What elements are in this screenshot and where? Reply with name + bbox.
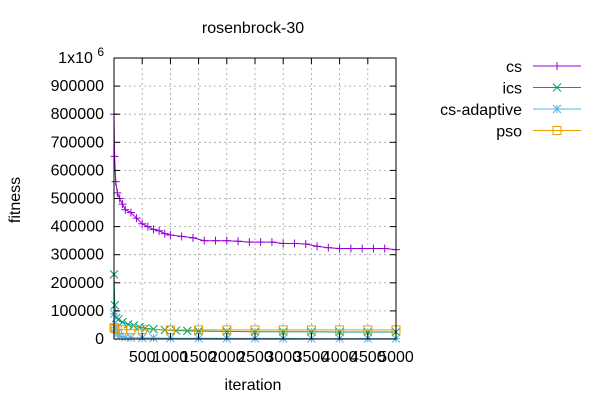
legend-item-cs: cs bbox=[506, 59, 581, 76]
data-point-cs bbox=[149, 225, 158, 234]
data-point-cs bbox=[160, 229, 169, 238]
y-axis-label: fitness bbox=[7, 177, 24, 223]
data-point-ics bbox=[114, 314, 123, 324]
data-point-ics bbox=[110, 300, 120, 310]
legend-label: cs-adaptive bbox=[440, 102, 522, 119]
x-tick-label: 4500 bbox=[350, 349, 386, 366]
y-top-base: 1x10 bbox=[58, 50, 97, 67]
x-tick-label: 5000 bbox=[378, 349, 414, 366]
data-point-pso bbox=[126, 325, 136, 335]
data-point-cs bbox=[222, 236, 231, 245]
data-point-cs bbox=[155, 226, 164, 235]
legend-marker bbox=[552, 104, 562, 114]
data-point-cs bbox=[211, 236, 220, 245]
data-point-cs bbox=[369, 244, 378, 253]
data-point-cs bbox=[290, 239, 299, 248]
chart-title: rosenbrock-30 bbox=[202, 20, 304, 37]
data-point-cs-adaptive bbox=[126, 333, 136, 342]
x-tick-label: 4000 bbox=[322, 349, 358, 366]
data-point-cs bbox=[200, 236, 209, 245]
data-point-cs bbox=[143, 222, 152, 231]
y-tick-label-top: 1x10 6 bbox=[58, 45, 104, 67]
legend-marker bbox=[552, 126, 562, 135]
x-tick-label: 2000 bbox=[209, 349, 245, 366]
data-point-ics bbox=[335, 327, 344, 337]
data-point-cs bbox=[111, 177, 120, 186]
data-point-pso bbox=[110, 324, 120, 334]
data-point-cs bbox=[267, 238, 276, 247]
legend-item-ics: ics bbox=[502, 81, 581, 98]
data-point-cs bbox=[279, 239, 288, 248]
legend-label: cs bbox=[506, 59, 522, 76]
x-axis-label: iteration bbox=[225, 377, 282, 394]
data-point-cs bbox=[177, 232, 186, 241]
data-point-ics bbox=[363, 327, 373, 337]
data-point-cs bbox=[126, 208, 135, 217]
data-point-cs bbox=[118, 200, 127, 209]
legend-item-pso: pso bbox=[496, 124, 581, 141]
y-top-exponent: 6 bbox=[97, 45, 104, 59]
x-tick-label: 3500 bbox=[294, 349, 330, 366]
legend-item-cs-adaptive: cs-adaptive bbox=[440, 102, 581, 119]
y-tick-label: 400000 bbox=[51, 219, 104, 236]
data-point-cs bbox=[121, 205, 130, 214]
y-tick-label: 700000 bbox=[51, 134, 104, 151]
data-point-cs bbox=[234, 237, 243, 246]
y-tick-label: 100000 bbox=[51, 303, 104, 320]
y-tick-label: 300000 bbox=[51, 247, 104, 264]
data-point-pso bbox=[112, 324, 122, 334]
data-point-cs bbox=[188, 233, 197, 242]
data-point-cs bbox=[335, 244, 344, 253]
x-tick-label: 2500 bbox=[237, 349, 273, 366]
data-point-cs bbox=[358, 244, 367, 253]
data-point-cs bbox=[245, 238, 254, 247]
legend-label: pso bbox=[496, 124, 522, 141]
data-point-ics bbox=[182, 326, 192, 336]
data-point-cs bbox=[132, 214, 141, 223]
data-point-ics bbox=[171, 326, 181, 335]
y-tick-label: 800000 bbox=[51, 106, 104, 123]
x-tick-label: 3000 bbox=[265, 349, 301, 366]
data-point-cs bbox=[138, 219, 147, 228]
data-point-cs bbox=[256, 238, 265, 247]
data-point-cs bbox=[380, 244, 389, 253]
legend: cs ics cs-adaptive pso bbox=[440, 59, 581, 141]
legend-marker bbox=[553, 62, 561, 70]
grid bbox=[114, 58, 396, 339]
data-point-cs bbox=[324, 243, 333, 252]
legend-label: ics bbox=[502, 81, 522, 98]
y-tick-label: 500000 bbox=[51, 191, 104, 208]
data-point-ics bbox=[118, 317, 127, 327]
data-point-cs bbox=[313, 242, 322, 251]
data-point-cs bbox=[110, 152, 119, 161]
data-point-cs bbox=[346, 244, 355, 253]
data-point-cs bbox=[301, 240, 310, 249]
y-tick-label: 900000 bbox=[51, 78, 104, 95]
data-point-ics bbox=[123, 320, 133, 329]
y-tick-label: 200000 bbox=[51, 275, 104, 292]
data-point-ics bbox=[149, 324, 158, 334]
x-tick-label: 1500 bbox=[181, 349, 217, 366]
data-point-cs-adaptive bbox=[149, 333, 158, 343]
series-cs bbox=[110, 110, 400, 254]
axes: 0 100000 200000 300000 400000 500000 600000 700… bbox=[51, 45, 414, 366]
data-point-cs bbox=[166, 231, 175, 240]
data-point-cs bbox=[113, 188, 122, 197]
x-tick-label: 500 bbox=[129, 349, 156, 366]
data-point-ics bbox=[307, 327, 316, 337]
x-tick-label: 1000 bbox=[153, 349, 189, 366]
y-tick-label: 0 bbox=[95, 331, 104, 348]
legend-marker bbox=[552, 83, 562, 92]
y-tick-label: 600000 bbox=[51, 162, 104, 179]
